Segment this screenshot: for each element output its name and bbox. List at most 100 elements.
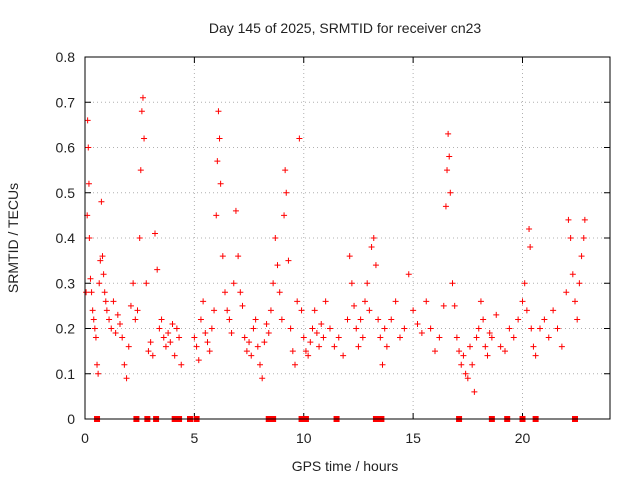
data-point: [88, 289, 95, 296]
data-point: [456, 348, 463, 355]
data-point: [388, 316, 395, 323]
data-points: [83, 94, 588, 422]
x-tick-label: 0: [81, 430, 89, 446]
data-point: [215, 108, 222, 115]
data-point: [528, 325, 535, 332]
data-point: [482, 343, 489, 350]
data-point: [213, 212, 220, 219]
data-point: [331, 343, 338, 350]
data-point: [581, 216, 588, 223]
data-point: [97, 257, 104, 264]
data-point: [305, 352, 312, 359]
y-tick-label: 0.7: [56, 94, 76, 110]
data-point: [523, 307, 530, 314]
data-point: [254, 343, 261, 350]
data-point: [320, 334, 327, 341]
data-point: [462, 370, 469, 377]
data-point: [335, 334, 342, 341]
data-point: [346, 253, 353, 260]
y-tick-label: 0: [67, 411, 75, 427]
data-point: [112, 330, 119, 337]
data-point: [451, 302, 458, 309]
data-point: [366, 307, 373, 314]
data-point: [257, 361, 263, 368]
data-point: [230, 280, 237, 287]
data-point: [405, 271, 412, 278]
y-tick-label: 0.1: [56, 366, 76, 382]
data-point: [574, 316, 581, 323]
data-point: [119, 334, 126, 341]
data-point: [423, 298, 430, 305]
data-point: [239, 302, 246, 309]
data-point: [139, 94, 146, 101]
data-point: [87, 275, 94, 282]
data-point: [125, 343, 132, 350]
data-point: [414, 320, 421, 327]
data-point: [282, 167, 289, 174]
data-point: [191, 334, 198, 341]
data-point: [259, 375, 266, 382]
data-point: [477, 298, 484, 305]
data-point: [160, 334, 167, 341]
data-point: [471, 388, 478, 395]
data-point: [138, 108, 145, 115]
data-point: [110, 298, 117, 305]
data-point: [484, 352, 491, 359]
data-point: [248, 352, 255, 359]
data-point: [362, 298, 368, 305]
x-tick-label: 10: [296, 430, 312, 446]
data-point: [287, 325, 294, 332]
data-point: [446, 153, 453, 160]
data-point: [137, 167, 144, 174]
data-point: [114, 311, 121, 318]
data-point: [226, 316, 233, 323]
data-point: [217, 180, 224, 187]
data-point: [219, 253, 226, 260]
data-point: [208, 325, 215, 332]
data-point: [95, 370, 102, 377]
data-point: [375, 316, 382, 323]
data-point: [232, 207, 239, 214]
data-point: [313, 330, 320, 337]
data-point: [370, 235, 377, 241]
data-point: [521, 280, 528, 287]
data-point: [228, 330, 235, 337]
data-point: [243, 348, 250, 355]
data-point: [567, 235, 574, 241]
data-point: [197, 316, 204, 323]
data-point: [436, 334, 443, 341]
data-point: [515, 316, 522, 323]
data-point: [149, 352, 156, 359]
data-point: [464, 375, 471, 382]
data-point: [143, 280, 150, 287]
data-point: [351, 302, 358, 309]
data-point: [569, 271, 576, 278]
data-point: [106, 316, 113, 323]
data-point: [309, 325, 316, 332]
data-point: [449, 280, 456, 287]
data-point: [469, 361, 476, 368]
data-point: [292, 361, 298, 368]
data-point: [311, 307, 318, 314]
data-point: [178, 361, 185, 368]
data-point: [353, 325, 360, 332]
data-point: [302, 348, 309, 355]
y-tick-label: 0.6: [56, 140, 76, 156]
data-point: [397, 334, 403, 341]
data-point: [195, 357, 202, 364]
x-tick-label: 20: [515, 430, 531, 446]
data-point: [85, 180, 92, 187]
data-point: [401, 325, 408, 332]
data-point: [261, 339, 268, 346]
data-point: [92, 334, 99, 341]
x-tick-label: 15: [405, 430, 421, 446]
data-point: [565, 216, 572, 223]
data-point: [123, 375, 130, 382]
data-point: [572, 298, 578, 305]
y-tick-label: 0.2: [56, 321, 76, 337]
data-point: [340, 352, 347, 359]
data-point: [318, 320, 325, 327]
data-point: [578, 253, 585, 260]
data-point: [270, 280, 277, 287]
data-point: [537, 325, 543, 332]
